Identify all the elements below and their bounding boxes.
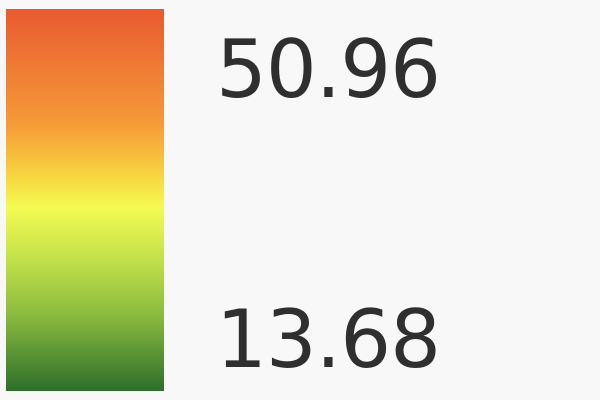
color-gradient-bar — [6, 9, 164, 391]
min-value-label: 13.68 — [216, 293, 441, 386]
max-value-label: 50.96 — [216, 23, 441, 116]
